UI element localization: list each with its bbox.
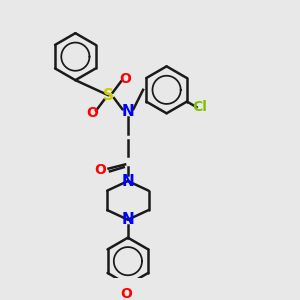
- Text: N: N: [122, 212, 134, 227]
- Text: N: N: [122, 173, 134, 188]
- Text: O: O: [86, 106, 98, 120]
- Text: Cl: Cl: [192, 100, 207, 114]
- Text: S: S: [103, 88, 114, 103]
- Text: O: O: [119, 72, 131, 86]
- Text: O: O: [121, 287, 132, 300]
- Text: N: N: [122, 104, 134, 119]
- Text: O: O: [94, 163, 106, 177]
